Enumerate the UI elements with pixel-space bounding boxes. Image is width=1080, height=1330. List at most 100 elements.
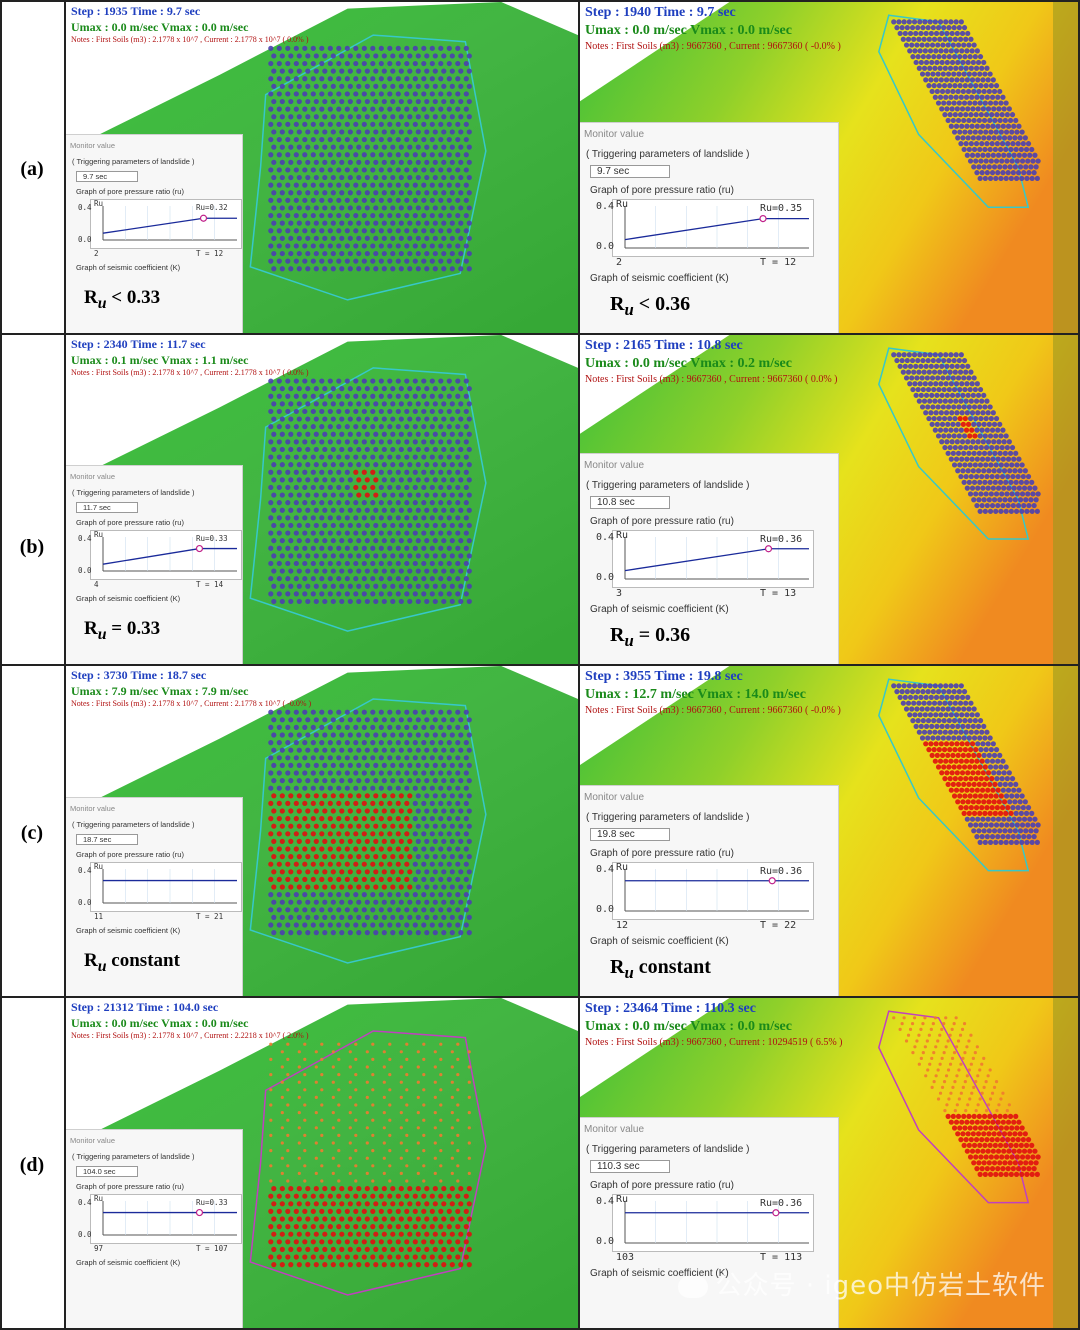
particle — [978, 1154, 984, 1160]
particle — [356, 114, 362, 120]
seismic-coefficient-label: Graph of seismic coefficient (K) — [590, 273, 729, 284]
particle — [280, 1141, 284, 1145]
particle — [313, 884, 319, 890]
particle — [319, 243, 325, 249]
particle — [965, 752, 972, 758]
particle — [285, 167, 291, 173]
particle — [958, 398, 964, 404]
particle — [919, 404, 926, 410]
particle — [302, 907, 308, 913]
particle — [446, 591, 452, 597]
particle — [415, 250, 421, 257]
particle — [381, 416, 387, 422]
particle — [313, 583, 319, 589]
particle — [339, 174, 345, 181]
particle — [279, 808, 285, 814]
particle — [327, 500, 333, 506]
particle — [356, 914, 362, 920]
particle — [994, 473, 1000, 480]
particle — [955, 392, 961, 398]
particle — [288, 83, 294, 89]
particle — [961, 117, 967, 124]
particle — [370, 378, 376, 384]
particle — [412, 876, 418, 882]
particle — [996, 799, 1002, 805]
particle — [940, 375, 946, 381]
particle — [271, 538, 277, 544]
particle — [463, 152, 469, 158]
particle — [449, 220, 455, 226]
particle — [271, 250, 277, 257]
particle — [933, 77, 939, 83]
particle — [985, 123, 991, 129]
particle — [987, 100, 994, 106]
particle — [467, 1171, 471, 1175]
particle — [296, 838, 302, 844]
particle — [297, 1156, 301, 1160]
particle — [1019, 129, 1025, 135]
particle — [347, 431, 353, 437]
particle — [310, 922, 316, 928]
particle — [446, 515, 452, 521]
particle — [929, 723, 935, 729]
particle — [279, 778, 285, 784]
particle — [370, 1239, 376, 1245]
particle — [971, 479, 978, 485]
particle — [463, 740, 469, 746]
particle — [927, 48, 934, 54]
particle — [302, 121, 308, 127]
particle — [395, 121, 401, 127]
particle — [940, 404, 946, 410]
particle — [958, 473, 964, 480]
particle — [399, 1050, 403, 1054]
particle — [330, 1246, 336, 1252]
particle — [353, 454, 359, 460]
particle — [268, 831, 274, 837]
particle — [964, 816, 970, 822]
particle — [339, 401, 345, 407]
particle — [390, 129, 396, 135]
particle — [946, 386, 952, 393]
particle — [950, 375, 956, 381]
particle — [977, 479, 983, 485]
particle — [466, 568, 472, 574]
particle — [381, 583, 387, 589]
particle — [373, 1231, 379, 1237]
particle — [296, 220, 302, 226]
particle — [271, 401, 277, 407]
particle — [322, 568, 328, 574]
particle — [967, 718, 973, 724]
particle — [296, 568, 302, 574]
particle — [918, 59, 924, 66]
particle — [925, 404, 931, 410]
particle — [378, 1208, 384, 1214]
particle — [1017, 164, 1024, 170]
particle — [336, 816, 342, 822]
particle — [412, 167, 418, 173]
ru-marker — [199, 214, 208, 222]
particle — [977, 764, 983, 770]
particle — [293, 560, 299, 567]
particle — [415, 717, 421, 723]
particle — [347, 144, 353, 150]
particle — [965, 135, 971, 141]
particle — [302, 545, 308, 551]
particle — [960, 392, 966, 398]
particle — [456, 1057, 460, 1061]
particle — [279, 854, 285, 860]
particle — [458, 538, 464, 544]
particle — [940, 706, 946, 712]
particle — [373, 793, 379, 799]
particle — [949, 363, 955, 369]
particle — [990, 410, 996, 416]
particle — [986, 799, 992, 805]
particle — [962, 462, 968, 468]
particle — [395, 45, 401, 51]
particle — [344, 1193, 350, 1199]
particle — [946, 100, 952, 106]
particle — [982, 508, 988, 514]
particle — [313, 732, 319, 738]
particle — [921, 398, 928, 404]
particle — [327, 439, 333, 445]
particle — [458, 114, 464, 120]
